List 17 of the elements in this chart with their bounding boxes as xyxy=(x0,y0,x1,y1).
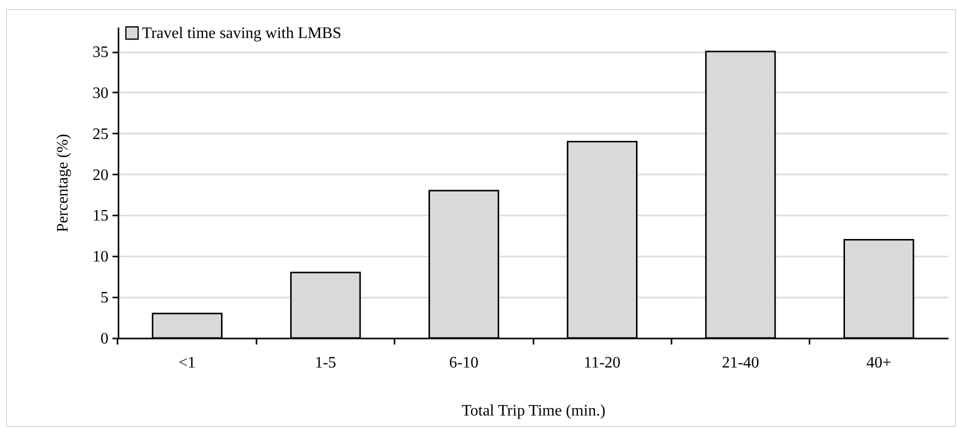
y-tick-label: 20 xyxy=(92,166,108,184)
y-tick-label: 35 xyxy=(92,44,108,62)
legend-label: Travel time saving with LMBS xyxy=(142,25,342,42)
y-tick-label: 25 xyxy=(92,126,108,143)
x-tick-label: 1-5 xyxy=(314,354,336,372)
y-axis-title: Percentage (%) xyxy=(54,134,72,232)
x-tick-label: 21-40 xyxy=(722,354,760,372)
y-tick-label: 10 xyxy=(92,248,108,266)
y-tick-label: 0 xyxy=(100,330,108,348)
x-axis-title: Total Trip Time (min.) xyxy=(462,402,606,420)
y-tick-label: 5 xyxy=(100,290,108,307)
x-tick-label: <1 xyxy=(178,354,196,372)
x-tick-label: 40+ xyxy=(866,354,892,372)
x-tick-label: 6-10 xyxy=(449,354,478,372)
x-tick-label: 11-20 xyxy=(584,354,621,372)
y-tick-label: 30 xyxy=(92,84,108,102)
y-tick-label: 15 xyxy=(92,208,108,225)
